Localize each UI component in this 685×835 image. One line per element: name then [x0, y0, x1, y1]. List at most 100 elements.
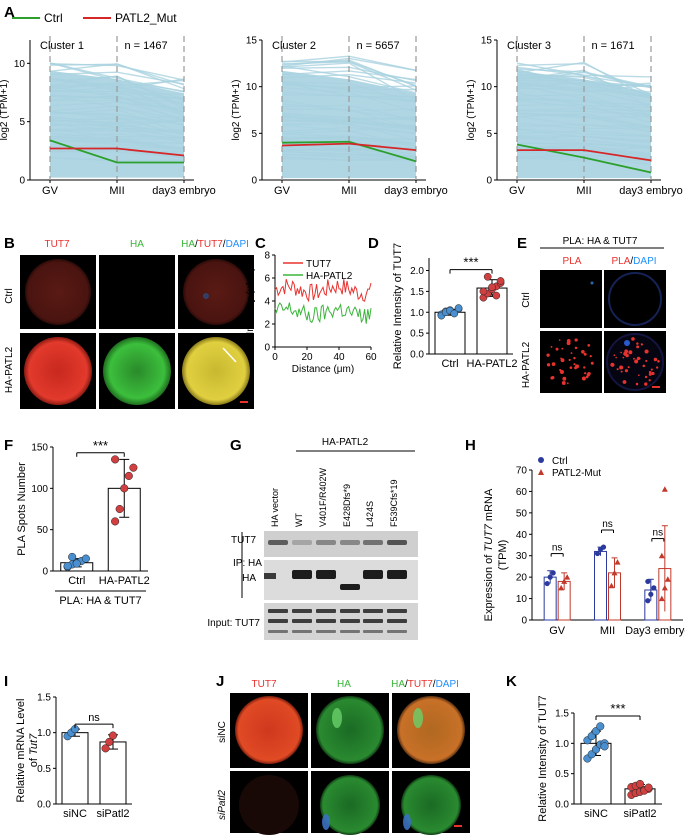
g-lane-label: E428Dfs*9	[342, 484, 352, 527]
panelI-sig-label: ns	[88, 712, 100, 724]
g-blot-ha	[264, 560, 418, 600]
panelD-point	[496, 277, 505, 285]
e-spot	[590, 281, 594, 285]
h-point	[658, 552, 665, 559]
c-y-tick-label: 4	[264, 297, 270, 308]
j-spindle	[322, 814, 330, 830]
panelD-x-tick-label: HA-PATL2	[467, 358, 518, 370]
panelI-y-tick-label: 0.0	[37, 800, 51, 811]
g-ip-label: IP: HA	[233, 558, 262, 569]
g-band-input	[387, 619, 407, 623]
panel-j-images: TUT7 HA HA/TUT7/DAPI siNC siPatl2	[217, 679, 470, 835]
a-series-line	[281, 140, 417, 163]
e-pla-spot	[636, 345, 640, 349]
panel-g-blot: HA-PATL2 HA vector WT V401F/R402W E428Dfs*9…	[207, 437, 418, 640]
j-spindle	[403, 814, 411, 830]
e-pla-spot	[562, 376, 567, 381]
e-pla-spot	[657, 359, 660, 363]
j-col-ha: HA	[337, 679, 351, 690]
panel-b-images: TUT7 HA HA/TUT7/DAPI Ctrl HA-PATL2	[4, 239, 254, 409]
g-lane-label: L424S	[365, 501, 375, 527]
h-sig-label: ns	[602, 519, 613, 530]
e-pla-spot	[620, 370, 623, 373]
e-pla-spot	[640, 343, 644, 346]
panel-a-legend: Ctrl PATL2_Mut	[12, 11, 177, 25]
a-cluster-title: Cluster 1	[40, 40, 84, 52]
b-col-tut7: TUT7	[45, 239, 70, 250]
panel-letter-b: B	[4, 235, 15, 252]
panelD-y-tick-label: 1.5	[410, 287, 424, 298]
e-pla-spot	[573, 356, 576, 360]
a-cluster-n: n = 5657	[356, 40, 399, 52]
g-band-input	[268, 630, 288, 633]
j-spindle	[332, 708, 342, 728]
h-point	[558, 584, 565, 591]
g-band-input	[387, 609, 407, 613]
j-oocyte	[397, 696, 465, 764]
h-sig-label: ns	[552, 543, 563, 554]
a-x-tick-label: GV	[42, 185, 59, 197]
e-pla-spot	[631, 337, 635, 341]
panel-k-chart: 0.0 0.5 1.0 1.5 siNC siPatl2 *** Relative Inten…	[537, 695, 662, 822]
panelF-point	[72, 559, 81, 568]
e-pla-spot	[628, 350, 633, 355]
panelK-x-tick-label: siPatl2	[623, 808, 656, 820]
panelI-y-axis-label: Relative mRNA Levelof Tut7	[15, 699, 40, 803]
e-pla-spot	[573, 363, 576, 366]
panelF-y-tick-label: 100	[31, 484, 48, 495]
a-x-tick-label: GV	[274, 185, 291, 197]
panelI-x-tick-label: siNC	[63, 808, 87, 820]
g-band-ha	[387, 570, 407, 579]
e-pla-spots	[546, 337, 660, 386]
e-pla-spot	[642, 364, 646, 368]
panelF-y-tick-label: 50	[37, 525, 49, 536]
g-band-ha	[292, 570, 312, 579]
e-pla-spot	[550, 345, 553, 348]
panelI-x-tick-label: siPatl2	[96, 808, 129, 820]
b-profile-line	[222, 347, 237, 363]
e-pla-spot	[574, 346, 578, 350]
g-band-input	[387, 630, 407, 633]
j-oocyte	[401, 775, 461, 835]
e-img-ctrl-pla	[540, 270, 602, 328]
e-pla-spot	[633, 357, 635, 360]
panel-e-images: PLA: HA & TUT7 PLA PLA/DAPI Ctrl HA-PATL…	[521, 236, 666, 393]
panelD-point	[492, 291, 501, 300]
e-pla-spot	[623, 351, 628, 356]
a-y-tick-label: 10	[481, 82, 493, 93]
a-cluster-n: n = 1671	[591, 40, 634, 52]
h-y-tick-label: 0	[521, 616, 527, 627]
panelF-y-axis-label: PLA Spots Number	[16, 462, 28, 556]
panelI-bar	[99, 741, 127, 805]
h-point	[645, 598, 651, 604]
panelD-point	[488, 283, 496, 292]
e-pla-spot	[583, 366, 586, 369]
panelF-point	[111, 455, 120, 464]
panelK-y-tick-label: 0.0	[555, 800, 569, 811]
e-pla-spot	[624, 369, 629, 373]
j-row-sipatl2: siPatl2	[217, 790, 228, 820]
e-pla-spot	[651, 371, 655, 376]
b-dapi-spot	[203, 293, 209, 299]
c-series-line	[274, 302, 372, 324]
b-img-ctrl-ha	[99, 255, 175, 329]
panelI-point	[108, 731, 118, 740]
panel-letter-e: E	[517, 235, 527, 252]
h-y-tick-label: 70	[516, 466, 528, 477]
c-legend-label: HA-PATL2	[306, 271, 353, 282]
c-x-tick-label: 40	[333, 352, 345, 363]
g-lane-labels: HA vector WT V401F/R402W E428Dfs*9 L424S F539…	[270, 467, 399, 527]
g-lane-label: V401F/R402W	[318, 467, 328, 527]
j-col-tut7: TUT7	[252, 679, 277, 690]
c-legend-label: TUT7	[306, 259, 331, 270]
a-y-tick-label: 10	[246, 82, 258, 93]
b-oocyte	[24, 337, 92, 405]
e-pla-spot	[610, 362, 615, 367]
g-band-tut7	[316, 540, 336, 545]
h-sig-label: ns	[653, 528, 664, 539]
panel-d-chart: 0.0 0.5 1.0 1.5 2.0 Ctrl HA-PATL2 *** Relative I…	[392, 243, 517, 370]
c-y-tick-label: 8	[264, 251, 270, 262]
panelI-bar	[61, 732, 89, 805]
a-x-tick-label: day3 embryo	[384, 185, 448, 197]
